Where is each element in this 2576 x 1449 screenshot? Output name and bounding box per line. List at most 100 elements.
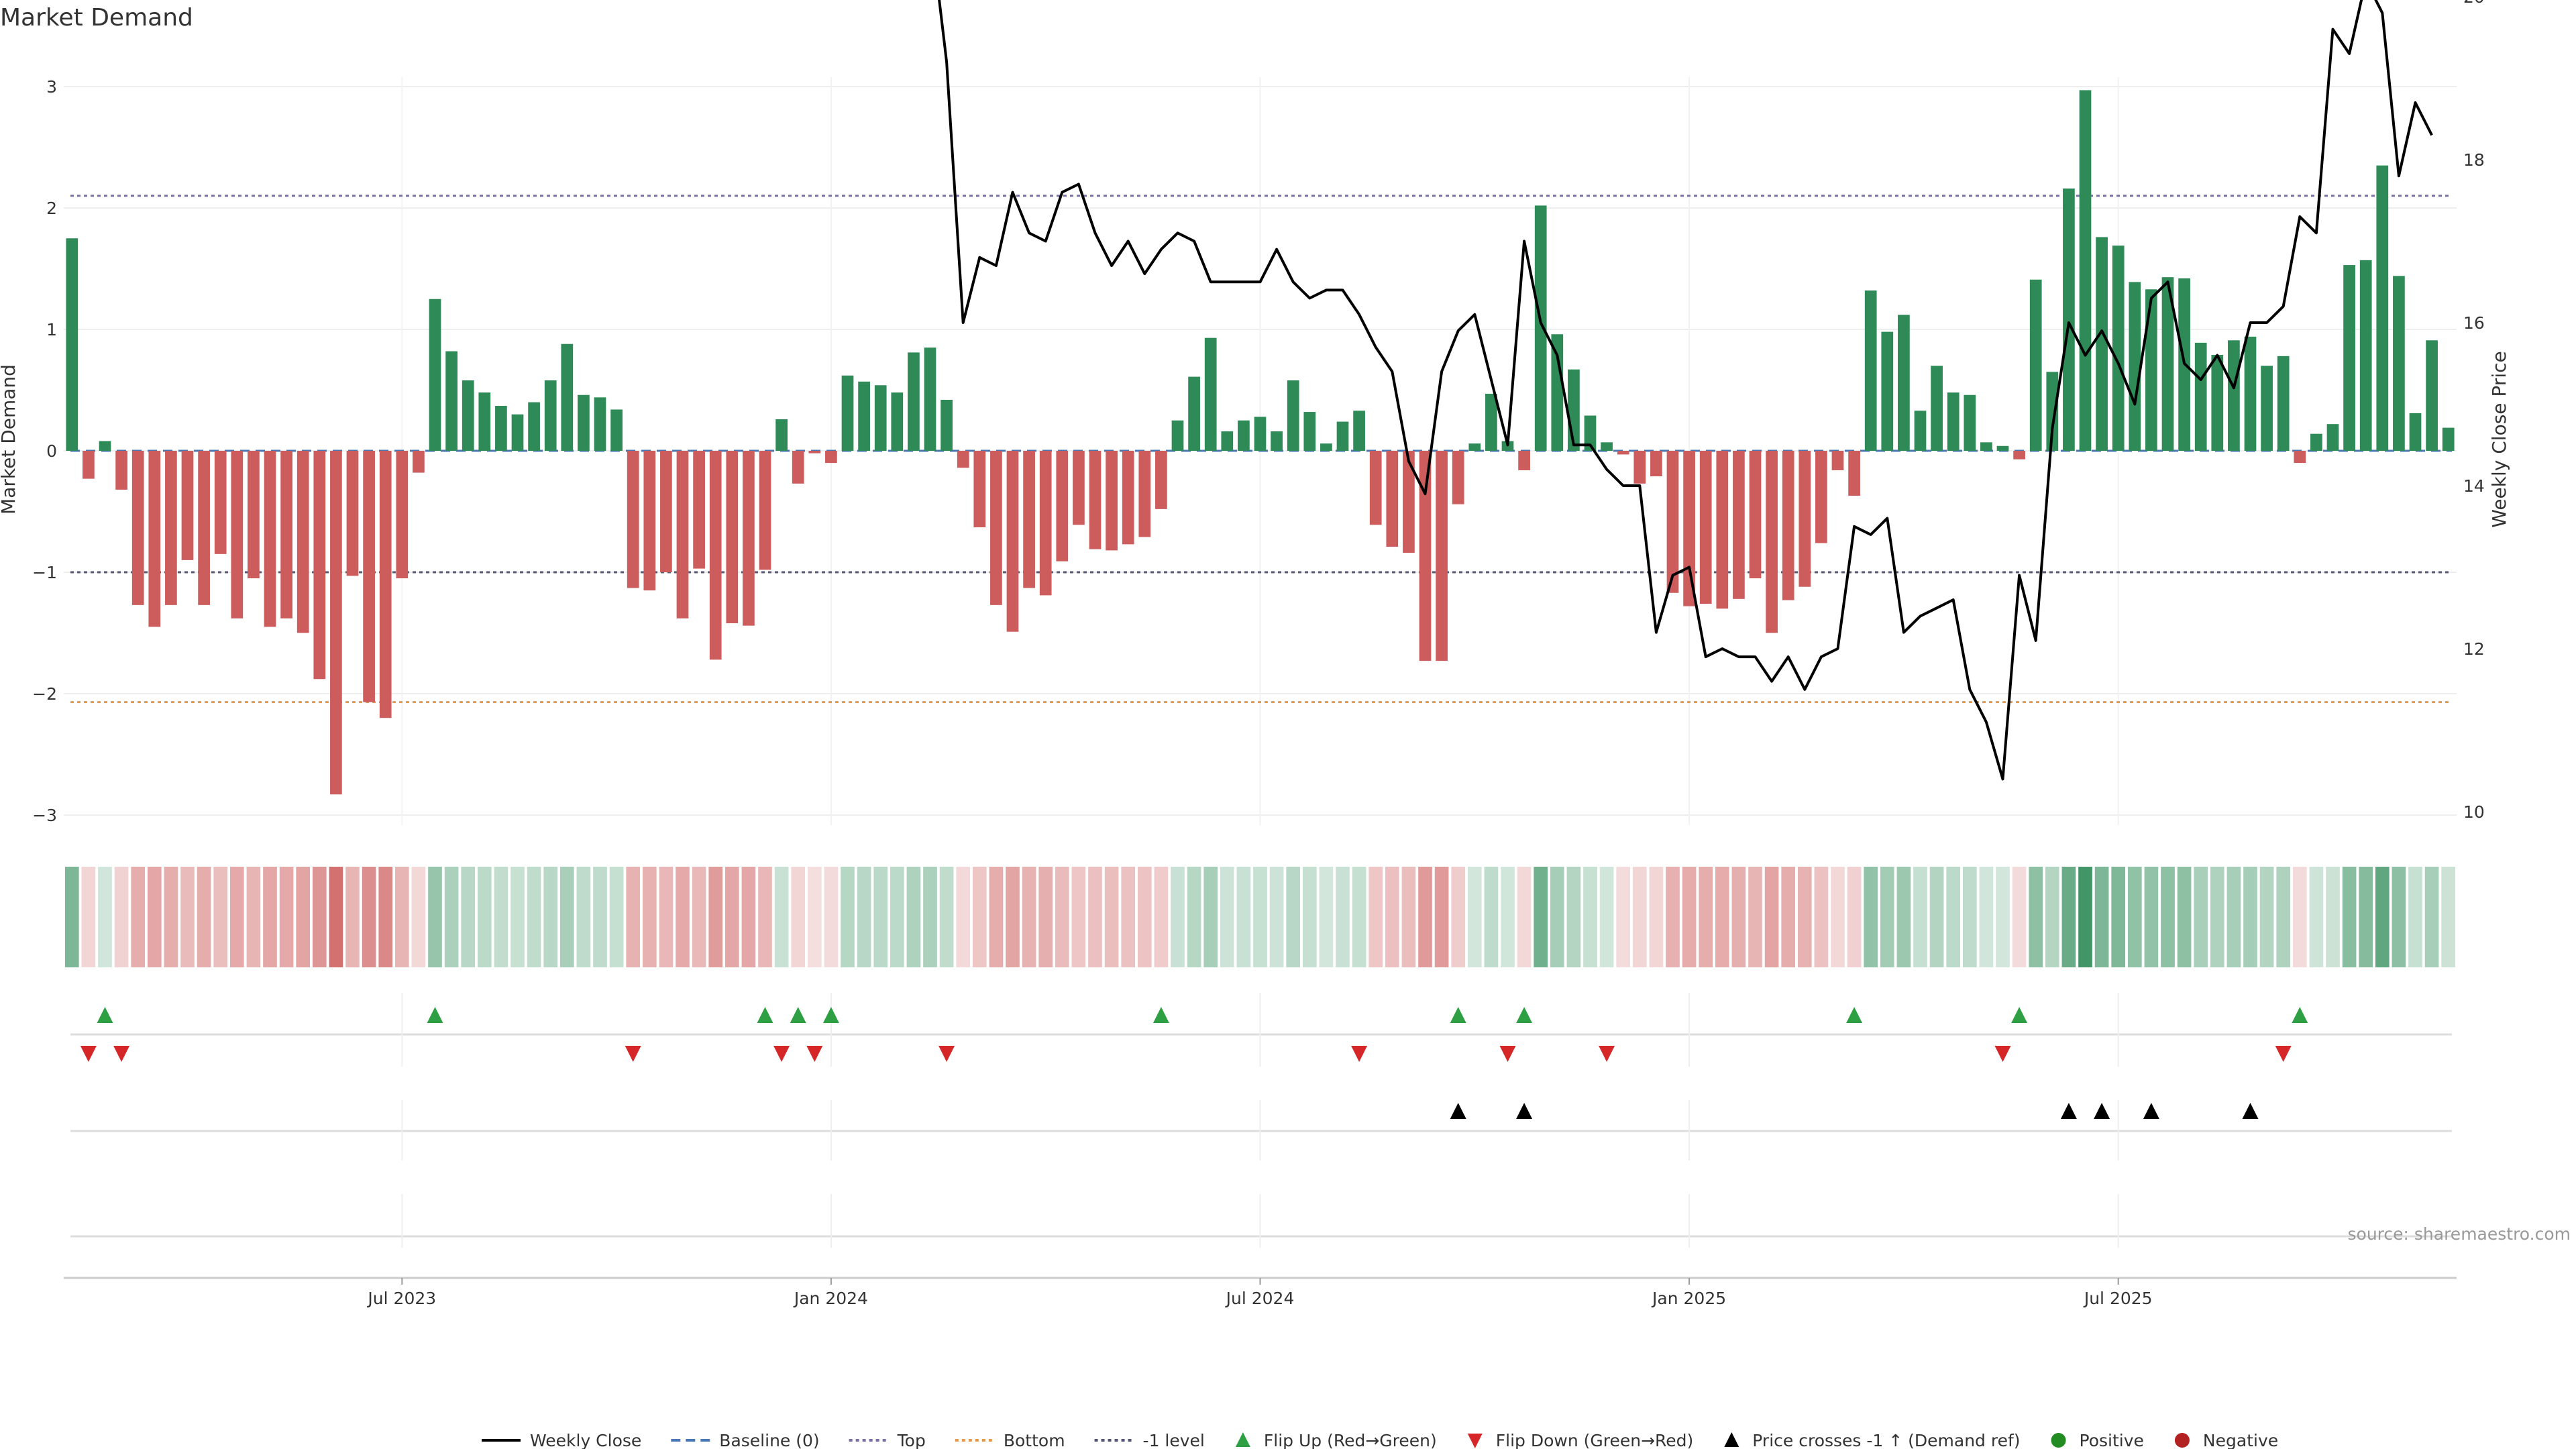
heat-cell: [1666, 867, 1680, 967]
demand-bar: [396, 451, 409, 579]
heat-cell: [1599, 867, 1614, 967]
demand-bar: [1403, 451, 1415, 553]
heat-cell: [477, 867, 492, 967]
demand-bar: [1980, 442, 1992, 451]
heat-cell: [494, 867, 508, 967]
legend-label: Bottom: [1004, 1431, 1065, 1449]
heat-cell: [1368, 867, 1383, 967]
flip-up-marker: [1152, 1007, 1169, 1023]
demand-bar: [1155, 451, 1167, 509]
demand-bar: [297, 451, 309, 633]
legend-item: Baseline (0): [671, 1431, 820, 1449]
heat-cell: [1847, 867, 1862, 967]
demand-bar: [874, 385, 887, 451]
demand-bar: [2244, 336, 2257, 451]
heat-cell: [180, 867, 195, 967]
demand-bar: [379, 451, 392, 718]
heat-cell: [2276, 867, 2291, 967]
flip-down-marker: [1351, 1046, 1368, 1062]
heat-cell: [2392, 867, 2406, 967]
demand-bar: [2277, 356, 2290, 451]
demand-bar: [495, 406, 507, 451]
demand-bar: [1534, 205, 1547, 451]
demand-bar: [1006, 451, 1019, 632]
demand-bar: [2376, 165, 2389, 451]
heat-cell: [2029, 867, 2043, 967]
price-cross-marker: [2242, 1103, 2259, 1119]
demand-bar: [775, 419, 788, 451]
demand-bar: [924, 347, 936, 451]
heat-cell: [841, 867, 855, 967]
demand-bar: [941, 399, 953, 451]
heat-cell: [511, 867, 525, 967]
right-axis-label: Weekly Close Price: [2488, 351, 2510, 527]
heat-cell: [1962, 867, 1977, 967]
demand-bar: [1947, 392, 1960, 451]
legend-swatch: [2174, 1433, 2190, 1448]
demand-bar: [1287, 380, 1299, 451]
heat-cell: [2012, 867, 2027, 967]
heat-cell: [1699, 867, 1713, 967]
flip-up-marker: [1516, 1007, 1533, 1023]
legend-label: Top: [897, 1431, 926, 1449]
heat-cell: [1731, 867, 1746, 967]
demand-bar: [2261, 366, 2273, 451]
demand-bar: [1056, 451, 1069, 561]
heat-cell: [1979, 867, 1994, 967]
heat-cell: [2408, 867, 2422, 967]
demand-bar: [1699, 451, 1712, 604]
demand-heat-strip: [64, 867, 2456, 967]
heat-cell: [131, 867, 146, 967]
heat-cell: [559, 867, 574, 967]
heat-cell: [378, 867, 393, 967]
heat-cell: [1797, 867, 1812, 967]
heat-cell: [890, 867, 904, 967]
demand-bar: [1188, 376, 1200, 451]
heat-cell: [1006, 867, 1020, 967]
heat-cell: [1864, 867, 1878, 967]
heat-cell: [758, 867, 772, 967]
demand-bar: [1584, 415, 1597, 451]
demand-bar: [759, 451, 771, 570]
demand-bar: [825, 451, 837, 464]
heat-cell: [1649, 867, 1664, 967]
heat-cell: [444, 867, 459, 967]
demand-bar: [1485, 393, 1497, 451]
demand-bar: [214, 451, 227, 554]
flip-down-marker: [938, 1046, 955, 1062]
legend-item: Positive: [2051, 1431, 2144, 1449]
demand-bar: [2029, 279, 2042, 451]
flip-down-marker: [773, 1046, 790, 1062]
demand-bar: [1881, 331, 1894, 451]
demand-bar: [1436, 451, 1448, 661]
demand-bar: [2063, 189, 2075, 451]
right-axis-ticks: 10121416182022242628: [2463, 0, 2485, 822]
demand-bar: [66, 238, 78, 451]
demand-bar: [198, 451, 210, 605]
legend-label: -1 level: [1143, 1431, 1205, 1449]
demand-bar: [1254, 417, 1267, 451]
demand-bar: [165, 451, 177, 605]
demand-bar: [1733, 451, 1745, 599]
heat-cell: [312, 867, 327, 967]
heat-cell: [1022, 867, 1036, 967]
heat-cell: [1171, 867, 1185, 967]
heat-cell: [394, 867, 409, 967]
demand-bar: [1666, 451, 1679, 593]
demand-bar: [1271, 431, 1283, 451]
demand-bar: [1336, 421, 1349, 451]
demand-bar: [1468, 443, 1481, 451]
heat-cell: [246, 867, 261, 967]
y-tick-label: 1: [46, 320, 57, 339]
heat-cell: [1501, 867, 1515, 967]
demand-bar: [1073, 451, 1085, 525]
demand-bar: [1138, 451, 1151, 537]
y-tick-label: −3: [32, 806, 57, 825]
heat-cell: [2424, 867, 2439, 967]
heat-cell: [527, 867, 541, 967]
legend-swatch: [2051, 1433, 2066, 1448]
heat-cell: [906, 867, 921, 967]
heat-cell: [1632, 867, 1647, 967]
y2-tick-label: 18: [2463, 150, 2485, 170]
